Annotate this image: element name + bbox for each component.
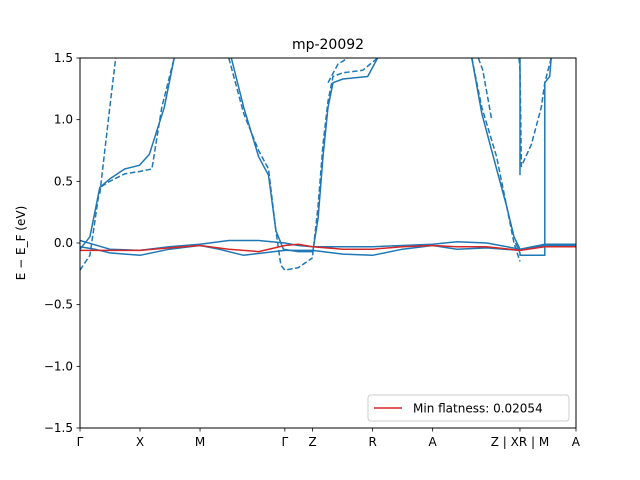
band-line-7 — [327, 58, 349, 84]
band-line-10 — [477, 58, 493, 120]
x-tick-label-0: Γ — [77, 435, 84, 449]
band-line-1 — [80, 58, 175, 271]
flat-band-line — [80, 243, 576, 253]
x-tick-label-6: A — [429, 435, 438, 449]
band-line-11 — [514, 58, 552, 257]
x-tick-label-8: A — [572, 435, 581, 449]
x-tick-label-2: M — [195, 435, 205, 449]
plot-frame — [79, 57, 577, 429]
y-axis: 1.5 1.0 0.5 0.0 −0.5 −1.0 −1.5 — [44, 51, 80, 435]
legend: Min flatness: 0.02054 — [367, 394, 570, 422]
band-line-15 — [80, 244, 576, 257]
y-tick-label-2: 0.5 — [54, 174, 73, 188]
legend-label: Min flatness: 0.02054 — [413, 402, 543, 416]
y-tick-label-4: −0.5 — [44, 298, 73, 312]
bands-group — [80, 58, 576, 271]
x-tick-label-4: Z — [309, 435, 317, 449]
band-line-9 — [471, 58, 521, 262]
band-line-6 — [311, 58, 379, 256]
x-tick-label-5: R — [368, 435, 376, 449]
band-line-2 — [99, 58, 117, 194]
chart-title: mp-20092 — [292, 37, 364, 53]
y-axis-label: E − E_F (eV) — [14, 206, 28, 281]
band-line-4 — [228, 58, 314, 271]
kpoint-lines — [140, 58, 520, 428]
y-tick-label-1: 1.0 — [54, 113, 73, 127]
x-axis: Γ X M Γ Z R A Z | XR | M A — [77, 428, 581, 449]
y-tick-label-0: 1.5 — [54, 51, 73, 65]
band-line-5 — [311, 58, 379, 254]
legend-box — [367, 394, 570, 422]
y-tick-label-6: −1.5 — [44, 421, 73, 435]
x-tick-label-1: X — [136, 435, 144, 449]
y-tick-label-5: −1.0 — [44, 359, 73, 373]
y-tick-label-3: 0.0 — [54, 236, 73, 250]
band-line-8 — [471, 58, 521, 250]
band-line-3 — [230, 58, 314, 253]
band-line-0 — [80, 58, 175, 250]
band-line-12 — [518, 58, 552, 168]
x-tick-label-3: Γ — [282, 435, 289, 449]
x-tick-label-7: Z | XR | M — [491, 435, 549, 449]
